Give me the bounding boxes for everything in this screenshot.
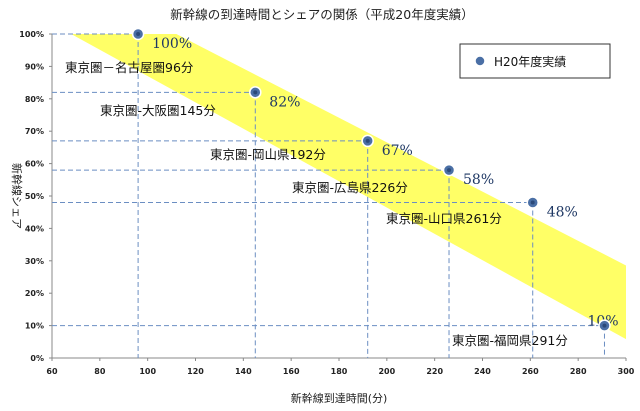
- legend-marker: [474, 55, 486, 67]
- data-point-core: [602, 323, 607, 328]
- point-label: 東京圏－名古屋圏96分: [65, 60, 193, 75]
- legend-label: H20年度実績: [494, 54, 566, 69]
- y-tick-label: 80%: [25, 95, 44, 104]
- y-tick-label: 90%: [25, 62, 44, 71]
- y-tick-label: 10%: [25, 322, 44, 331]
- y-tick-label: 20%: [25, 289, 44, 298]
- x-tick-label: 200: [378, 367, 395, 376]
- y-tick-label: 50%: [25, 192, 44, 201]
- x-axis-label: 新幹線到達時間(分): [291, 391, 388, 405]
- x-tick-label: 140: [235, 367, 252, 376]
- x-tick-label: 100: [139, 367, 156, 376]
- y-tick-label: 70%: [25, 127, 44, 136]
- data-point-core: [136, 32, 141, 36]
- point-label: 東京圏-福岡県291分: [452, 333, 568, 348]
- value-label: 100%: [152, 36, 192, 52]
- legend: H20年度実績: [459, 43, 611, 79]
- x-tick-label: 260: [522, 367, 539, 376]
- x-tick-label: 120: [187, 367, 204, 376]
- value-label: 67%: [382, 143, 413, 159]
- y-tick-label: 0%: [30, 354, 44, 363]
- chart-title: 新幹線の到達時間とシェアの関係（平成20年度実績）: [170, 7, 473, 22]
- x-tick-label: 300: [618, 367, 635, 376]
- y-tick-label: 30%: [25, 257, 44, 266]
- y-tick-label: 60%: [25, 160, 44, 169]
- y-tick-label: 40%: [25, 224, 44, 233]
- y-axis-label: 新幹線シェア: [10, 163, 24, 229]
- x-tick-label: 80: [94, 367, 106, 376]
- x-tick-label: 180: [331, 367, 348, 376]
- value-label: 48%: [547, 204, 578, 220]
- data-point-core: [253, 90, 258, 95]
- x-tick-label: 160: [283, 367, 300, 376]
- point-label: 東京圏-広島県226分: [292, 180, 408, 195]
- data-point-core: [530, 200, 535, 205]
- value-label: 58%: [463, 172, 494, 188]
- x-tick-label: 220: [426, 367, 443, 376]
- plot-area: 60 80 100 120 140 160 180 200 220 240 260 280 300 0% 1…: [19, 27, 635, 376]
- value-label: 82%: [269, 94, 300, 110]
- y-tick-label: 100%: [19, 30, 44, 39]
- data-point-core: [447, 168, 452, 173]
- point-label: 東京圏-大阪圏145分: [100, 103, 216, 118]
- x-tick-label: 60: [46, 367, 58, 376]
- point-label: 東京圏-山口県261分: [386, 211, 502, 226]
- x-tick-label: 280: [570, 367, 587, 376]
- trend-band: [71, 34, 627, 340]
- point-label: 東京圏-岡山県192分: [210, 147, 326, 162]
- x-tick-label: 240: [474, 367, 491, 376]
- data-point-core: [365, 138, 370, 143]
